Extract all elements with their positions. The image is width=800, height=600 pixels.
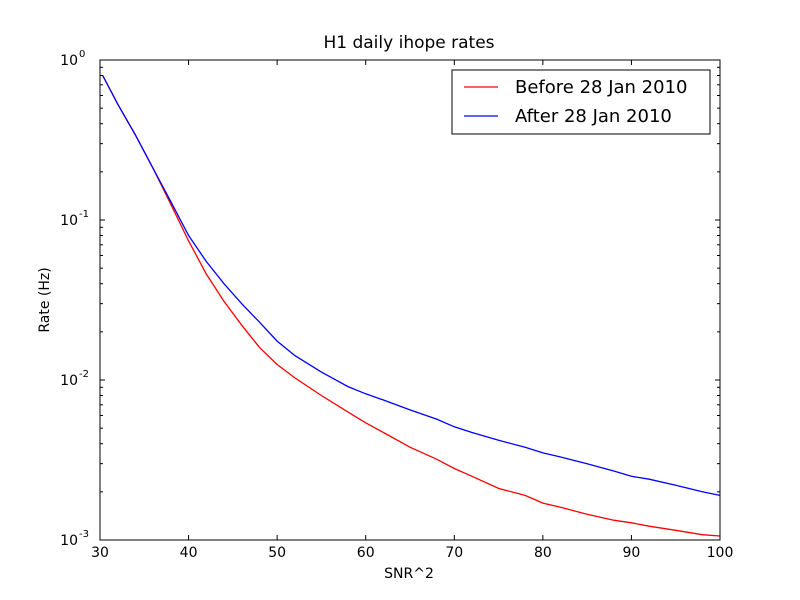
y-tick-label: 10: [60, 213, 78, 229]
x-tick-label: 60: [357, 545, 375, 561]
y-tick-label: 10: [60, 53, 78, 69]
x-axis-label: SNR^2: [384, 566, 434, 582]
y-tick-label: 10: [60, 533, 78, 549]
x-tick-label: 40: [180, 545, 198, 561]
legend-box: [451, 69, 711, 135]
x-axis: 30 40 50 60 70 80 90 100: [91, 60, 733, 561]
y-tick-exponent: -1: [79, 209, 89, 220]
series-layer: [102, 75, 721, 537]
legend: Before 28 Jan 2010 After 28 Jan 2010: [451, 69, 711, 135]
y-tick-exponent: -2: [79, 369, 89, 380]
chart-title: H1 daily ihope rates: [323, 33, 494, 53]
y-tick-exponent: -3: [79, 529, 89, 540]
x-tick-label: 80: [534, 545, 552, 561]
y-tick-exponent: 0: [79, 49, 85, 60]
x-tick-label: 70: [445, 545, 463, 561]
x-tick-label: 90: [623, 545, 641, 561]
x-tick-label: 100: [707, 545, 734, 561]
legend-label-after: After 28 Jan 2010: [515, 106, 672, 127]
y-tick-label: 10: [60, 373, 78, 389]
series-line-after: [102, 75, 721, 497]
x-tick-label: 50: [268, 545, 286, 561]
legend-label-before: Before 28 Jan 2010: [515, 77, 687, 98]
x-tick-label: 30: [91, 545, 109, 561]
plot-frame: [99, 59, 721, 541]
y-axis-label: Rate (Hz): [37, 267, 53, 332]
series-line-before: [102, 75, 721, 537]
